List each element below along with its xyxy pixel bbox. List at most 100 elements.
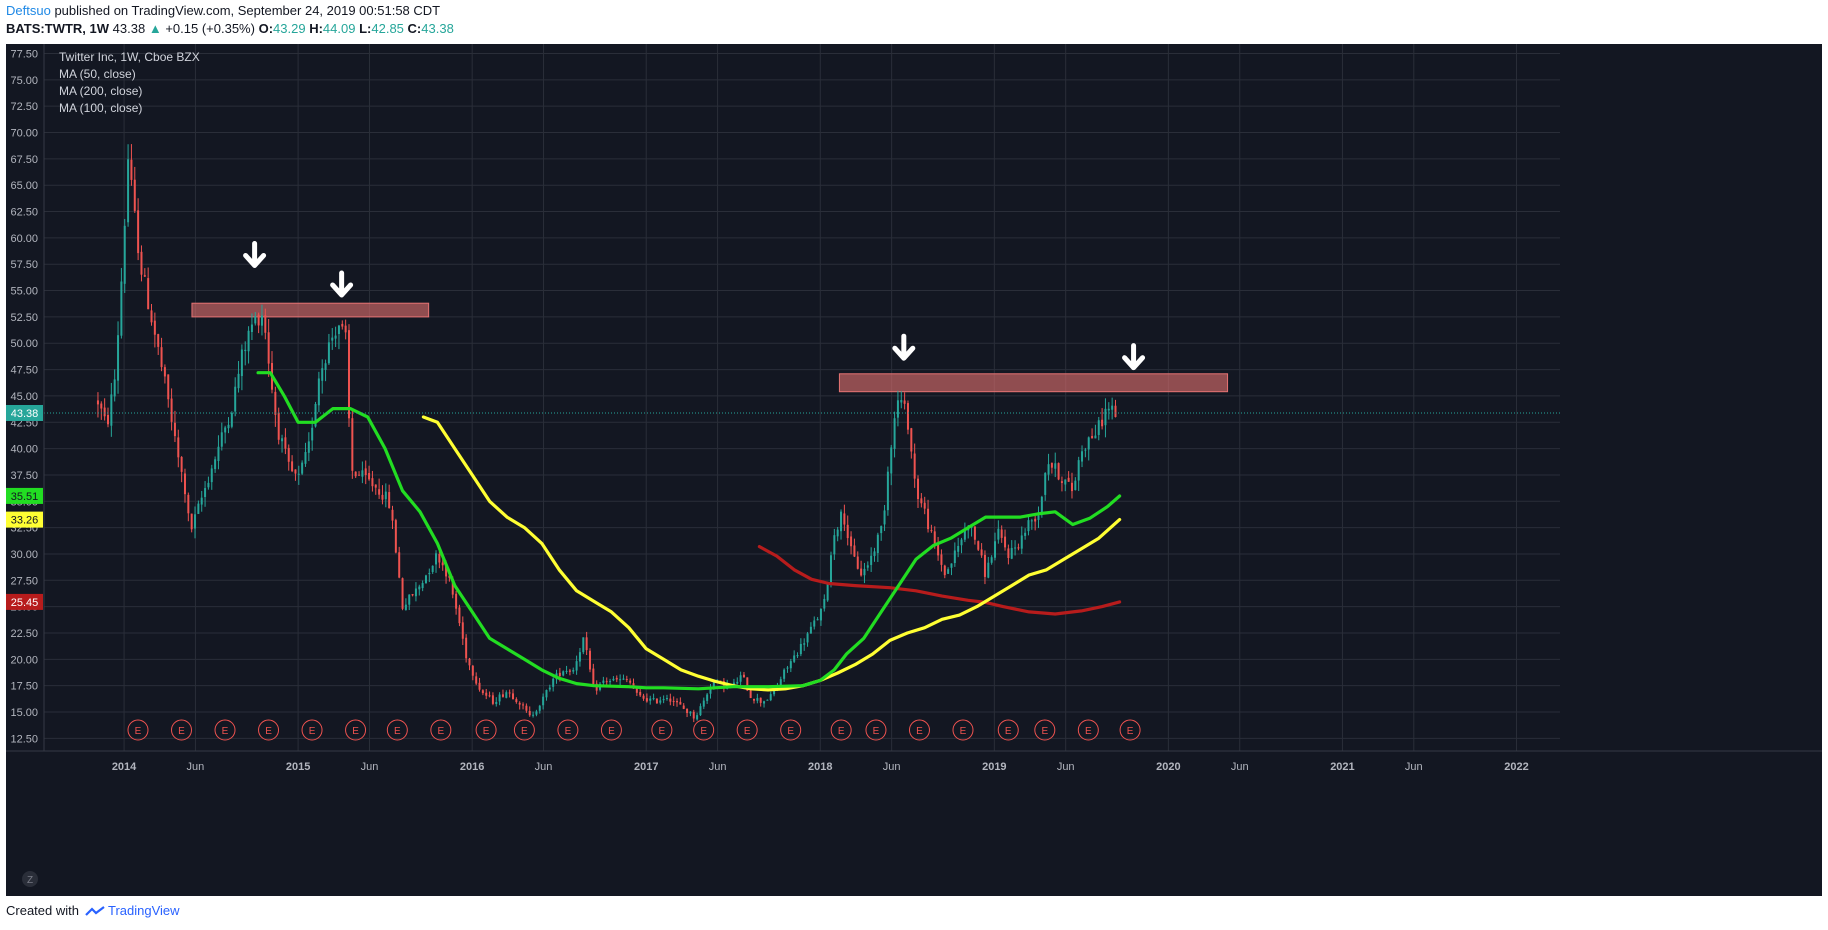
candle-body — [833, 535, 836, 555]
earnings-marker[interactable]: E — [830, 719, 852, 741]
candle-body — [364, 468, 367, 475]
candle-body — [421, 583, 424, 589]
earnings-circle — [600, 719, 622, 741]
candle-body — [284, 437, 287, 449]
time-tick-label: Jun — [361, 761, 379, 773]
candle-body — [475, 676, 478, 684]
earnings-marker[interactable]: E — [386, 719, 408, 741]
candle-body — [1084, 449, 1087, 451]
candle-body — [686, 708, 689, 714]
candle-body — [635, 688, 638, 693]
earnings-label: E — [1041, 726, 1048, 737]
candle-body — [910, 428, 913, 452]
candle-body — [1107, 408, 1110, 411]
candle-body — [331, 337, 334, 341]
candle-body — [374, 484, 377, 488]
candle-body — [1067, 477, 1070, 482]
candle-body — [127, 159, 130, 223]
candle-body — [642, 695, 645, 699]
candle-body — [605, 681, 608, 683]
candle-body — [796, 655, 799, 657]
candle-body — [321, 368, 324, 381]
candle-body — [341, 323, 344, 327]
candle-body — [866, 565, 869, 568]
earnings-marker[interactable]: E — [301, 719, 323, 741]
time-axis[interactable]: 2014 Jun 2015 Jun 2016 Jun 2017 Jun 2018 Jun 2019 J… — [6, 750, 1822, 773]
price-chart[interactable]: E E E E E E E E E E E E E E E E E E E E E E E E 12.50 15.00 17.50… — [6, 44, 1822, 896]
earnings-marker[interactable]: E — [1077, 719, 1099, 741]
earnings-marker[interactable]: E — [171, 719, 193, 741]
candle-body — [197, 503, 200, 514]
earnings-marker[interactable]: E — [475, 719, 497, 741]
candle-body — [947, 569, 950, 574]
price-axis-tag-label: 25.45 — [11, 597, 39, 609]
earnings-marker[interactable]: E — [997, 719, 1019, 741]
candle-body — [893, 418, 896, 449]
legend-ma50[interactable]: MA (50, close) — [59, 67, 136, 81]
chart-grid — [44, 44, 1560, 751]
earnings-label: E — [1127, 726, 1134, 737]
earnings-marker[interactable]: E — [952, 719, 974, 741]
candle-body — [793, 655, 796, 662]
candle-body — [277, 412, 280, 440]
legend-ma200[interactable]: MA (200, close) — [59, 84, 142, 98]
earnings-marker[interactable]: E — [214, 719, 236, 741]
earnings-marker[interactable]: E — [1119, 719, 1141, 741]
earnings-marker[interactable]: E — [908, 719, 930, 741]
earnings-marker[interactable]: E — [430, 719, 452, 741]
candle-body — [786, 667, 789, 669]
earnings-marker[interactable]: E — [780, 719, 802, 741]
candle-body — [732, 682, 735, 686]
candle-body — [712, 680, 715, 688]
earnings-marker[interactable]: E — [693, 719, 715, 741]
earnings-marker[interactable]: E — [557, 719, 579, 741]
candle-body — [501, 694, 504, 697]
time-tick-label: Jun — [883, 761, 901, 773]
earnings-circle — [258, 719, 280, 741]
candle-body — [347, 330, 350, 419]
tradingview-brand-link[interactable]: TradingView — [108, 903, 180, 918]
earnings-marker[interactable]: E — [345, 719, 367, 741]
earnings-label: E — [1085, 726, 1092, 737]
resistance-zones — [191, 302, 1229, 393]
candle-body — [391, 509, 394, 521]
time-tick-label: Jun — [1057, 761, 1075, 773]
candle-body — [652, 698, 655, 700]
candle-body — [789, 661, 792, 669]
price-axis[interactable]: 12.5015.0017.5020.0022.5025.0027.5030.00… — [6, 44, 45, 751]
legend-ma100[interactable]: MA (100, close) — [59, 101, 142, 115]
earnings-marker[interactable]: E — [127, 719, 149, 741]
candle-body — [317, 378, 320, 406]
candle-body — [1101, 419, 1104, 427]
earnings-marker[interactable]: E — [865, 719, 887, 741]
candle-body — [1057, 463, 1060, 480]
earnings-circle — [171, 719, 193, 741]
candle-body — [943, 565, 946, 576]
ma50-line — [256, 371, 1122, 691]
candle-body — [880, 526, 883, 534]
candle-body — [528, 711, 531, 716]
earnings-circle — [780, 719, 802, 741]
earnings-marker[interactable]: E — [258, 719, 280, 741]
candle-body — [431, 565, 434, 572]
earnings-circle — [952, 719, 974, 741]
candle-body — [281, 438, 284, 442]
time-tick-label: 2021 — [1330, 761, 1354, 773]
candle-body — [445, 565, 448, 577]
earnings-marker[interactable]: E — [513, 719, 535, 741]
candle-body — [1074, 480, 1077, 491]
candle-body — [147, 278, 150, 310]
earnings-marker[interactable]: E — [651, 719, 673, 741]
zoom-reset-button[interactable]: Z — [22, 871, 38, 887]
earnings-marker[interactable]: E — [1034, 719, 1056, 741]
author-link[interactable]: Deftsuo — [6, 3, 51, 18]
candle-body — [816, 619, 819, 621]
candle-body — [378, 489, 381, 495]
candle-body — [602, 680, 605, 683]
earnings-marker[interactable]: E — [600, 719, 622, 741]
price-tick-label: 27.50 — [10, 575, 38, 587]
earnings-marker[interactable]: E — [736, 719, 758, 741]
open-label: O: — [258, 21, 274, 36]
candle-body — [408, 594, 411, 605]
candle-body — [438, 553, 441, 563]
